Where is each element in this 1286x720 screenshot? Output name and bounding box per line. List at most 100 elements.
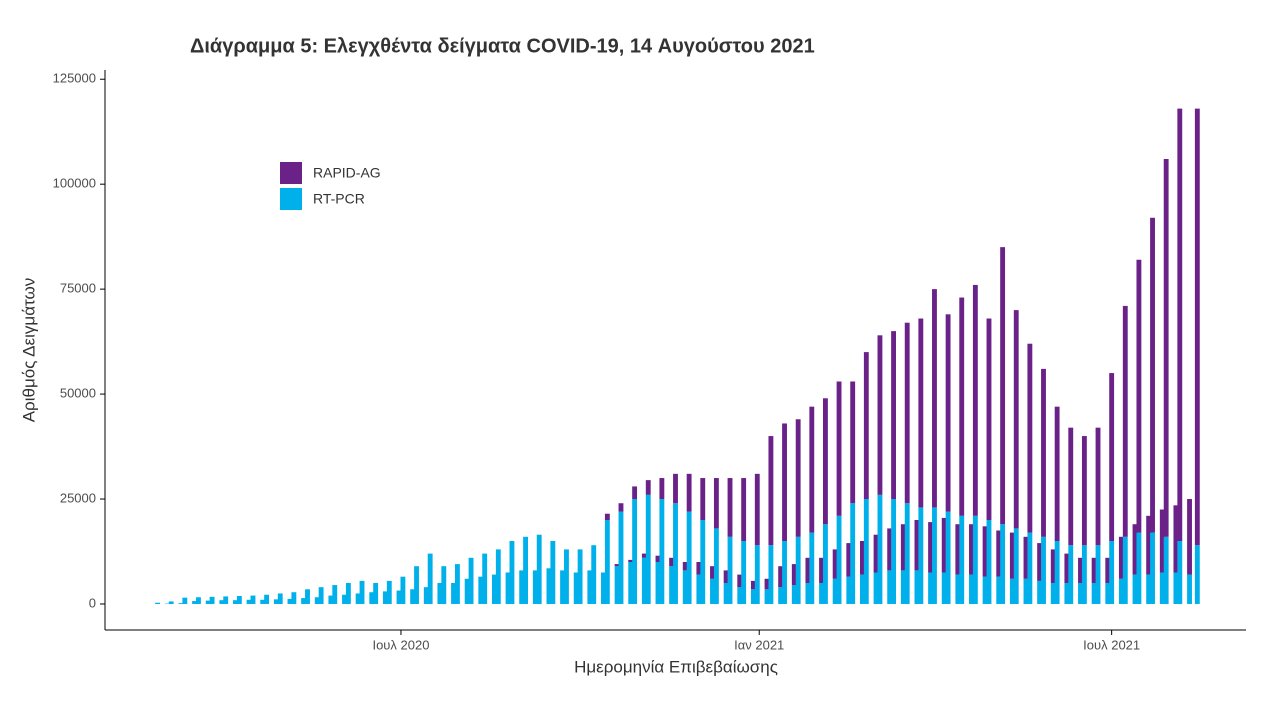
bar <box>491 574 497 604</box>
bar <box>355 593 361 604</box>
bar <box>791 585 797 604</box>
bar <box>328 595 334 604</box>
bar <box>659 499 665 604</box>
bar <box>1041 368 1046 537</box>
bar <box>682 570 688 604</box>
bar <box>914 570 920 604</box>
bar <box>1009 578 1015 604</box>
bar <box>1064 582 1070 604</box>
bar <box>877 494 883 604</box>
bar <box>628 559 634 562</box>
bar <box>710 566 715 579</box>
bar <box>863 499 869 604</box>
bar <box>359 580 365 604</box>
bar <box>727 478 733 537</box>
bar <box>182 597 188 604</box>
bar <box>1173 505 1179 573</box>
bar <box>1000 247 1006 525</box>
bar <box>573 572 579 604</box>
bar <box>628 561 634 604</box>
bar <box>645 494 651 604</box>
bar <box>1041 536 1046 604</box>
bar <box>641 553 647 558</box>
bar <box>618 503 624 512</box>
bar <box>972 515 978 604</box>
bar <box>686 511 692 604</box>
bar <box>1159 572 1165 604</box>
bar <box>723 582 729 604</box>
bar <box>887 570 893 604</box>
bar <box>532 570 538 604</box>
bar <box>918 507 924 604</box>
bar <box>382 591 388 604</box>
bar <box>1068 427 1074 546</box>
bar <box>645 480 651 495</box>
bar <box>768 545 774 604</box>
bar <box>741 478 747 542</box>
bar <box>859 574 865 604</box>
bar <box>673 503 678 604</box>
bar <box>342 594 347 604</box>
bar <box>305 589 310 604</box>
bar <box>859 541 865 575</box>
bar <box>809 532 815 604</box>
bar <box>1118 536 1124 579</box>
bar <box>791 564 797 586</box>
bar <box>277 593 283 604</box>
bar <box>696 561 702 575</box>
bar <box>1109 373 1115 542</box>
bar <box>287 598 293 604</box>
x-tick-label: Ιουλ 2020 <box>372 637 429 652</box>
bar <box>564 549 569 604</box>
bar <box>863 352 869 500</box>
y-tick-label: 50000 <box>60 386 96 401</box>
y-tick-label: 125000 <box>53 71 96 86</box>
bar <box>986 520 992 604</box>
bar <box>451 582 456 604</box>
bar <box>850 381 856 504</box>
bar <box>423 587 429 604</box>
bar <box>941 517 947 573</box>
bar <box>1194 108 1200 546</box>
bar <box>737 574 743 588</box>
bar <box>1000 524 1006 604</box>
bar <box>1054 406 1060 542</box>
bar <box>196 597 201 604</box>
bar <box>846 576 852 604</box>
bar <box>482 553 488 604</box>
bar <box>1027 343 1033 533</box>
bar <box>700 478 706 521</box>
bar <box>614 564 620 567</box>
bar <box>795 536 801 604</box>
bar <box>1150 217 1155 533</box>
bar <box>1078 557 1083 583</box>
bar <box>437 582 443 604</box>
bar <box>1163 158 1169 537</box>
bar <box>441 566 447 604</box>
bar <box>1027 532 1033 604</box>
bar <box>604 513 610 521</box>
bar <box>505 572 511 604</box>
bar <box>1105 582 1111 604</box>
bar <box>414 566 419 604</box>
bar <box>546 568 552 604</box>
bar <box>819 557 824 583</box>
bar <box>754 473 760 546</box>
bar <box>427 553 433 604</box>
bar <box>1091 557 1097 583</box>
bar <box>495 549 501 604</box>
bar <box>904 322 910 504</box>
bar <box>236 595 242 604</box>
bar <box>696 574 702 604</box>
bar <box>805 557 811 583</box>
bar <box>209 596 215 604</box>
legend-swatch <box>280 188 302 210</box>
bar <box>1037 543 1043 581</box>
bar <box>168 601 174 604</box>
bar <box>1064 553 1070 583</box>
bar <box>1118 578 1124 604</box>
bar <box>918 318 924 508</box>
bar <box>764 589 770 604</box>
bar <box>914 520 920 571</box>
bar <box>1132 574 1138 604</box>
